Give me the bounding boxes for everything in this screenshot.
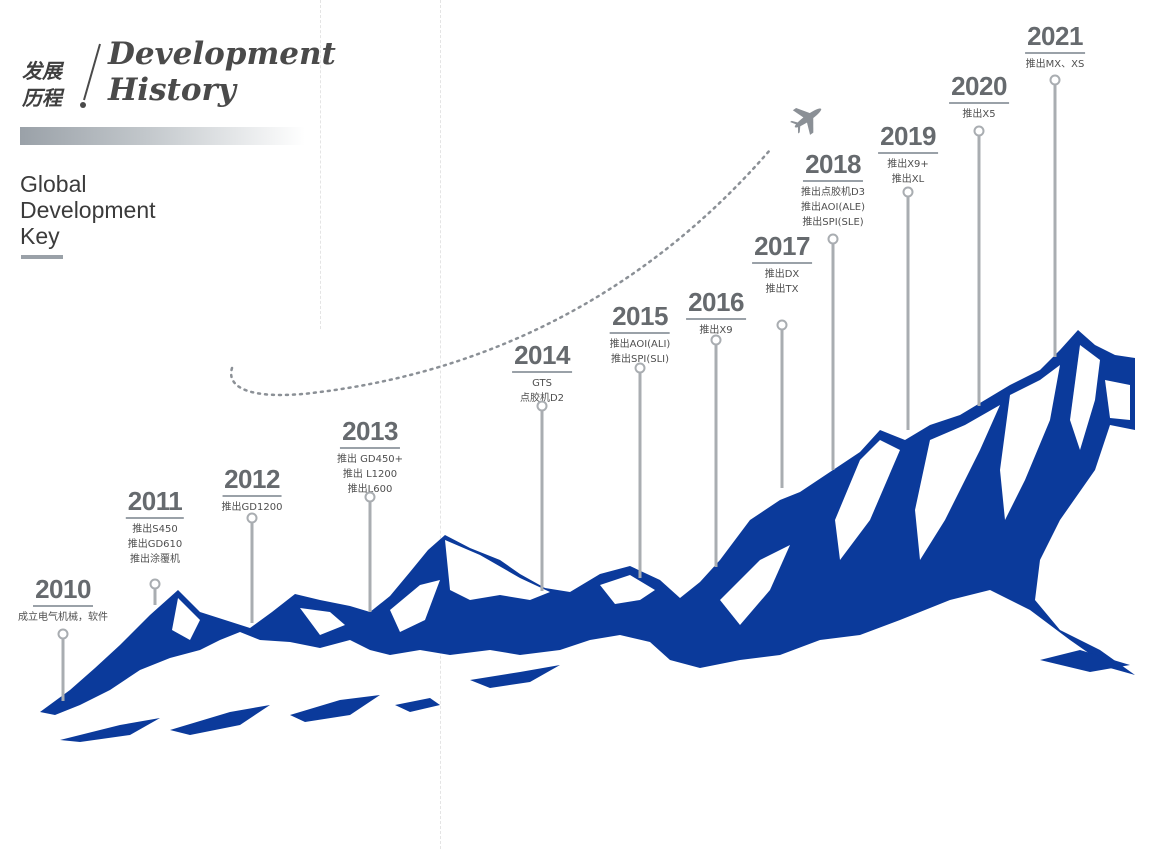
title-chinese: 发展 历程 [22,59,62,110]
milestone-event: 推出SPI(SLE) [802,217,864,228]
milestone-marker [57,628,69,640]
milestone-2017: 2017 推出DX 推出TX [752,232,812,297]
milestone-event: 推出 L1200 [342,469,398,480]
milestone-2021: 2021 推出MX、XS [1025,22,1085,72]
milestone-marker [827,233,839,245]
milestone-event: 推出TX [765,284,799,295]
milestone-marker [973,125,985,137]
milestone-pole [153,589,157,605]
milestone-2010: 2010 成立电气机械，软件 [18,575,108,625]
snow-highlights [172,345,1130,640]
milestone-event: 推出 GD450+ [336,454,404,465]
title-english: Development History [108,36,336,108]
milestone-year: 2010 [33,575,93,607]
milestone-event: 推出AOI(ALE) [800,202,866,213]
mountain-foothills [60,650,1130,742]
milestone-marker [776,319,788,331]
milestone-event: 推出X5 [962,109,996,120]
milestone-2016: 2016 推出X9 [686,288,746,338]
milestone-year: 2021 [1025,22,1085,54]
subtitle-underline [21,255,63,259]
milestone-pole [61,639,65,701]
milestone-2020: 2020 推出X5 [949,72,1009,122]
milestone-2015: 2015 推出AOI(ALI) 推出SPI(SLI) [610,302,671,367]
milestone-pole [906,197,910,430]
milestone-marker [364,491,376,503]
subtitle: Global Development Key [20,171,156,249]
milestone-event: 成立电气机械，软件 [18,612,108,623]
milestone-event: 推出X9+ [887,159,929,170]
milestone-event: GTS [532,378,552,389]
milestone-2012: 2012 推出GD1200 [222,465,283,515]
milestone-event: 推出涂覆机 [130,554,180,565]
milestone-event: 推出点胶机D3 [800,187,866,198]
milestone-year: 2019 [878,122,938,154]
milestone-event: 推出XL [891,174,925,185]
milestone-2013: 2013 推出 GD450+ 推出 L1200 推出L600 [337,417,403,497]
milestone-event: 推出DX [764,269,800,280]
milestone-pole [540,411,544,591]
milestone-2011: 2011 推出S450 推出GD610 推出涂覆机 [125,487,185,567]
milestone-marker [634,362,646,374]
milestone-pole [638,373,642,578]
milestone-pole [780,330,784,488]
dashed-guide-line [320,0,321,329]
milestone-year: 2013 [340,417,400,449]
milestone-2018: 2018 推出点胶机D3 推出AOI(ALE) 推出SPI(SLE) [801,150,865,230]
milestone-marker [246,512,258,524]
milestone-event: 推出GD1200 [221,502,283,513]
milestone-year: 2017 [752,232,812,264]
milestone-event: 推出AOI(ALI) [609,339,671,350]
milestone-event: 推出MX、XS [1025,59,1085,70]
milestone-2014: 2014 GTS 点胶机D2 [512,341,572,406]
milestone-marker [149,578,161,590]
milestone-pole [977,136,981,406]
milestone-year: 2014 [512,341,572,373]
airplane-icon [790,108,822,135]
dashed-guide-line [440,0,441,849]
milestone-year: 2018 [803,150,863,182]
flight-path [229,148,772,397]
milestone-year: 2015 [610,302,670,334]
milestone-event: 推出SPI(SLI) [611,354,669,365]
milestone-year: 2016 [686,288,746,320]
milestone-event: 推出S450 [132,524,178,535]
milestone-event: 推出X9 [699,325,733,336]
milestone-event: 点胶机D2 [519,393,565,404]
milestone-event: 推出L600 [347,484,393,495]
milestone-year: 2020 [949,72,1009,104]
milestone-marker [710,334,722,346]
milestone-pole [368,502,372,612]
milestone-event: 推出GD610 [127,539,183,550]
title-divider [80,43,101,108]
milestone-marker [536,400,548,412]
milestone-2019: 2019 推出X9+ 推出XL [878,122,938,187]
milestone-pole [1053,85,1057,357]
milestone-year: 2012 [222,465,282,497]
milestone-pole [831,244,835,470]
milestone-marker [1049,74,1061,86]
milestone-year: 2011 [125,487,185,519]
milestone-pole [714,345,718,567]
title-gradient-bar [20,127,305,145]
milestone-marker [902,186,914,198]
mountain-range [40,330,1135,715]
milestone-pole [250,523,254,623]
